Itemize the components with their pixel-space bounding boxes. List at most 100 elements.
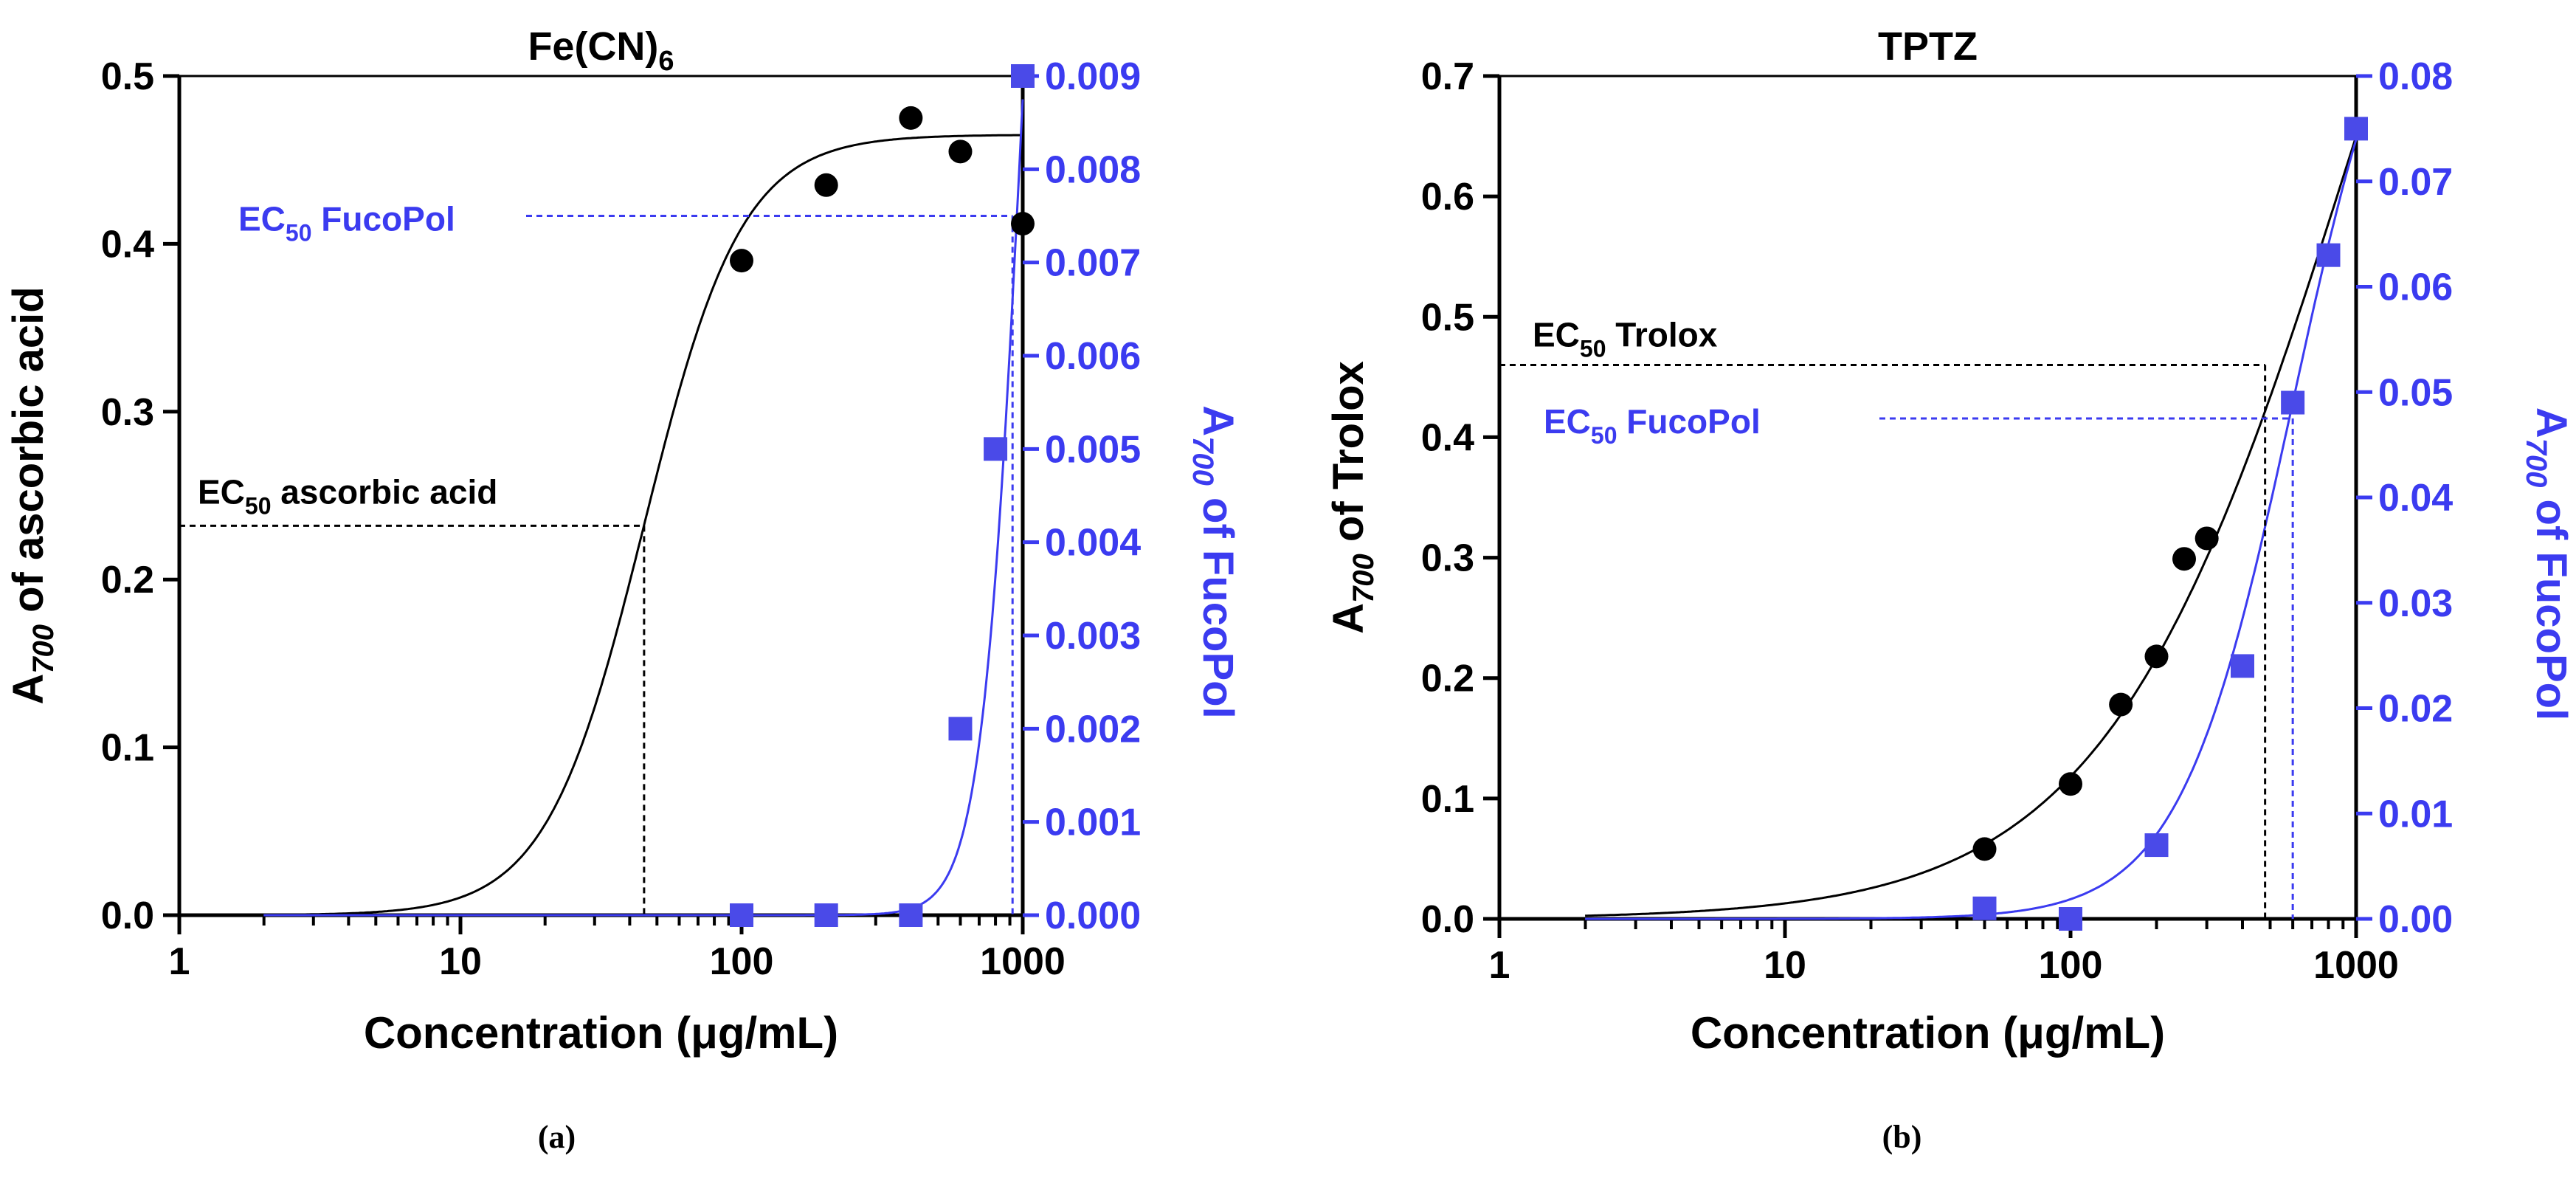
right-y-tick-label: 0.009 bbox=[1045, 55, 1141, 98]
data-point-fucopol bbox=[2344, 117, 2368, 141]
right-y-tick-label: 0.01 bbox=[2378, 793, 2453, 835]
x-tick-label: 1 bbox=[1489, 944, 1510, 987]
data-point-fucopol bbox=[2281, 390, 2305, 415]
right-y-tick-label: 0.007 bbox=[1045, 242, 1141, 285]
data-point-fucopol bbox=[2144, 833, 2169, 858]
x-axis-label: Concentration (μg/mL) bbox=[1691, 1008, 2165, 1058]
right-y-tick-label: 0.006 bbox=[1045, 335, 1141, 378]
fit-curve-fucopol bbox=[263, 99, 1024, 917]
data-point-trolox bbox=[1972, 837, 1997, 861]
x-tick-label: 1000 bbox=[980, 940, 1066, 983]
data-point-ascorbic-acid bbox=[730, 249, 753, 273]
x-tick-label: 1 bbox=[169, 940, 190, 983]
right-axis-label-sub: 700 bbox=[1187, 436, 1219, 486]
left-axis-label-main: A bbox=[4, 674, 52, 705]
right-y-tick-label: 0.03 bbox=[2378, 582, 2453, 625]
ec50-label: EC50 Trolox bbox=[1533, 316, 1718, 362]
left-y-tick-label: 0.7 bbox=[1421, 55, 1474, 98]
left-y-tick-label: 0.6 bbox=[1421, 176, 1474, 218]
data-point-fucopol bbox=[730, 903, 753, 927]
right-y-tick-label: 0.08 bbox=[2378, 55, 2453, 98]
data-point-fucopol bbox=[2316, 243, 2341, 267]
right-axis-label-rest: of FucoPol bbox=[2527, 487, 2575, 720]
panel-caption: (b) bbox=[1882, 1119, 1922, 1155]
left-y-tick-label: 0.4 bbox=[101, 223, 154, 266]
right-axis-label: A700 of FucoPol bbox=[2520, 407, 2575, 720]
ec50-label-rest: FucoPol bbox=[1617, 402, 1761, 441]
right-y-tick-label: 0.06 bbox=[2378, 266, 2453, 309]
data-point-fucopol bbox=[2230, 654, 2254, 678]
ec50-label-sub: 50 bbox=[1580, 336, 1606, 362]
left-y-tick-label: 0.5 bbox=[101, 55, 154, 98]
chart-title-main: Fe(CN) bbox=[528, 24, 658, 69]
x-tick-label: 100 bbox=[710, 940, 774, 983]
data-point-trolox bbox=[2109, 692, 2133, 717]
x-axis-label: Concentration (μg/mL) bbox=[364, 1008, 838, 1058]
ec50-label: EC50 ascorbic acid bbox=[198, 472, 497, 519]
right-axis-label-sub: 700 bbox=[2520, 438, 2552, 488]
chart-title: TPTZ bbox=[1878, 24, 1978, 69]
ec50-label-sub: 50 bbox=[286, 220, 312, 247]
left-y-tick-label: 0.3 bbox=[101, 391, 154, 434]
left-y-tick-label: 0.0 bbox=[101, 895, 154, 937]
ec50-label: EC50 FucoPol bbox=[238, 200, 455, 247]
right-axis-label-main: A bbox=[1194, 405, 1242, 436]
right-y-tick-label: 0.008 bbox=[1045, 148, 1141, 191]
left-axis-label-rest: of Trolox bbox=[1325, 361, 1372, 554]
data-point-fucopol bbox=[1972, 896, 1997, 920]
right-axis-label: A700 of FucoPol bbox=[1187, 405, 1242, 718]
chart-panel-b: 1 10 100 1000 0.0 0.1 0.2 0.3 0.4 0.5 0.6 0.7 0.00 0.… bbox=[1325, 24, 2575, 1155]
ec50-label-main: EC bbox=[198, 472, 245, 511]
right-y-tick-label: 0.002 bbox=[1045, 708, 1141, 751]
right-axis-label-rest: of FucoPol bbox=[1194, 486, 1242, 719]
ec50-label-main: EC bbox=[238, 200, 286, 238]
right-y-tick-label: 0.004 bbox=[1045, 522, 1141, 565]
left-y-tick-label: 0.4 bbox=[1421, 416, 1474, 459]
ec50-label-main: EC bbox=[1533, 316, 1580, 354]
x-tick-label: 100 bbox=[2039, 944, 2103, 987]
x-tick-label: 1000 bbox=[2313, 944, 2399, 987]
left-y-tick-label: 0.2 bbox=[101, 559, 154, 602]
left-y-tick-label: 0.1 bbox=[101, 727, 154, 770]
data-point-fucopol bbox=[814, 903, 838, 927]
right-y-tick-label: 0.05 bbox=[2378, 371, 2453, 414]
ec50-label-sub: 50 bbox=[245, 492, 272, 519]
right-y-tick-label: 0.005 bbox=[1045, 428, 1141, 471]
left-y-tick-label: 0.1 bbox=[1421, 778, 1474, 821]
right-axis-label-main: A bbox=[2527, 407, 2575, 438]
right-y-tick-label: 0.003 bbox=[1045, 615, 1141, 658]
left-axis-label-sub: 700 bbox=[1347, 554, 1380, 603]
fit-curve-fucopol bbox=[1585, 139, 2358, 920]
data-point-fucopol bbox=[899, 903, 923, 927]
data-point-fucopol bbox=[984, 437, 1008, 461]
right-y-tick-label: 0.07 bbox=[2378, 161, 2453, 204]
right-y-tick-label: 0.001 bbox=[1045, 802, 1141, 844]
ec50-label-main: EC bbox=[1544, 402, 1591, 441]
data-point-ascorbic-acid bbox=[948, 139, 973, 164]
left-axis-label-rest: of ascorbic acid bbox=[4, 286, 52, 624]
ec50-label-rest: ascorbic acid bbox=[272, 472, 498, 511]
data-point-ascorbic-acid bbox=[814, 173, 838, 197]
x-tick-label: 10 bbox=[439, 940, 482, 983]
data-point-fucopol bbox=[2059, 907, 2082, 931]
data-point-trolox bbox=[2195, 526, 2219, 551]
left-axis-label-sub: 700 bbox=[27, 624, 60, 674]
ec50-label-rest: FucoPol bbox=[312, 200, 455, 238]
data-point-fucopol bbox=[948, 717, 973, 741]
left-y-tick-label: 0.5 bbox=[1421, 296, 1474, 339]
data-point-trolox bbox=[2059, 772, 2082, 796]
chart-title-main: TPTZ bbox=[1878, 24, 1978, 69]
left-axis-label: A700 of Trolox bbox=[1325, 361, 1380, 634]
right-y-tick-label: 0.00 bbox=[2378, 898, 2453, 941]
chart-title: Fe(CN)6 bbox=[528, 24, 674, 77]
right-y-tick-label: 0.02 bbox=[2378, 688, 2453, 731]
data-point-trolox bbox=[2144, 644, 2169, 669]
right-y-tick-label: 0.000 bbox=[1045, 895, 1141, 937]
chart-panel-a: 1 10 100 1000 0.0 0.1 0.2 0.3 0.4 0.5 0.000 0.001 0.… bbox=[4, 24, 1242, 1155]
fit-curve-trolox bbox=[1585, 136, 2358, 917]
data-point-trolox bbox=[2172, 547, 2197, 571]
chart-title-sub: 6 bbox=[658, 46, 674, 77]
ec50-label-sub: 50 bbox=[1591, 422, 1617, 449]
left-y-tick-label: 0.2 bbox=[1421, 658, 1474, 700]
